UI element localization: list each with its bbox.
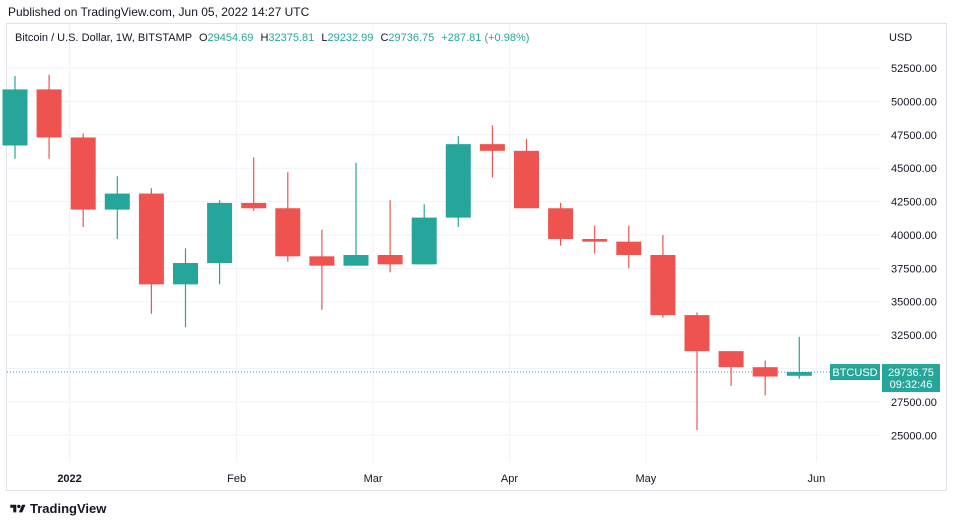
candle-body bbox=[718, 351, 744, 368]
candle-body bbox=[207, 202, 233, 264]
candle-body bbox=[241, 202, 267, 209]
candle-body bbox=[377, 255, 403, 265]
chart-frame[interactable] bbox=[6, 23, 947, 491]
y-tick-label: 40000.00 bbox=[891, 230, 937, 242]
candle-body bbox=[548, 208, 574, 239]
legend-close-value: 29736.75 bbox=[388, 32, 435, 44]
candle-body bbox=[138, 193, 164, 285]
symbol-tag-bg bbox=[830, 364, 880, 381]
price-tag-value: 29736.75 bbox=[888, 367, 934, 379]
price-tag-countdown: 09:32:46 bbox=[890, 379, 933, 391]
candle-body bbox=[104, 193, 130, 210]
legend-high-label: H bbox=[260, 32, 269, 44]
y-tick-label: 47500.00 bbox=[891, 130, 937, 142]
legend-change: +287.81 (+0.98%) bbox=[441, 32, 530, 44]
x-tick-label: 2022 bbox=[57, 473, 81, 485]
candle-body bbox=[514, 150, 539, 209]
candle-body bbox=[752, 367, 778, 377]
candle-body bbox=[2, 89, 28, 146]
candle-body bbox=[616, 241, 642, 255]
x-tick-label: Feb bbox=[227, 473, 246, 485]
legend-high-value: 32375.81 bbox=[268, 32, 315, 44]
candle-body bbox=[650, 255, 676, 316]
legend-close-label: C bbox=[380, 32, 389, 44]
x-tick-label: Jun bbox=[807, 473, 825, 485]
legend-low-label: L bbox=[321, 32, 328, 44]
candle-body bbox=[275, 208, 301, 257]
candle-body bbox=[343, 255, 369, 266]
y-tick-label: 32500.00 bbox=[891, 330, 937, 342]
y-tick-label: 35000.00 bbox=[891, 297, 937, 309]
tradingview-logo-icon bbox=[10, 504, 26, 512]
y-tick-label: 42500.00 bbox=[891, 197, 937, 209]
y-tick-label: 52500.00 bbox=[891, 63, 937, 75]
candle-body bbox=[684, 315, 710, 352]
x-tick-label: Mar bbox=[364, 473, 383, 485]
x-tick-label: May bbox=[635, 473, 656, 485]
currency-label[interactable]: USD bbox=[889, 32, 913, 44]
candle-body bbox=[786, 372, 812, 376]
candle-body bbox=[411, 217, 437, 265]
candle-body bbox=[582, 238, 608, 242]
y-tick-label: 50000.00 bbox=[891, 96, 937, 108]
footer-brand-label: TradingView bbox=[30, 501, 107, 516]
y-tick-label: 27500.00 bbox=[891, 397, 937, 409]
price-tag-bg bbox=[882, 364, 940, 393]
legend-low-value: 29232.99 bbox=[327, 32, 374, 44]
legend-symbol: Bitcoin / U.S. Dollar, 1W, BITSTAMP bbox=[15, 32, 192, 44]
candle-body bbox=[36, 89, 62, 138]
legend-open-value: 29454.69 bbox=[207, 32, 254, 44]
y-tick-label: 45000.00 bbox=[891, 163, 937, 175]
y-tick-label: 37500.00 bbox=[891, 263, 937, 275]
legend-open-label: O bbox=[198, 32, 208, 44]
candle-body bbox=[70, 137, 96, 210]
footer-brand[interactable]: TradingView bbox=[10, 501, 106, 516]
published-caption: Published on TradingView.com, Jun 05, 20… bbox=[8, 5, 310, 19]
symbol-tag-label: BTCUSD bbox=[832, 367, 877, 379]
candle-body bbox=[445, 144, 471, 218]
y-tick-label: 25000.00 bbox=[891, 430, 937, 442]
candle-body bbox=[309, 256, 335, 266]
chart-legend: Bitcoin / U.S. Dollar, 1W, BITSTAMP O294… bbox=[15, 32, 529, 44]
candle-body bbox=[173, 263, 198, 285]
x-tick-label: Apr bbox=[501, 473, 518, 485]
candle-body bbox=[479, 144, 505, 151]
